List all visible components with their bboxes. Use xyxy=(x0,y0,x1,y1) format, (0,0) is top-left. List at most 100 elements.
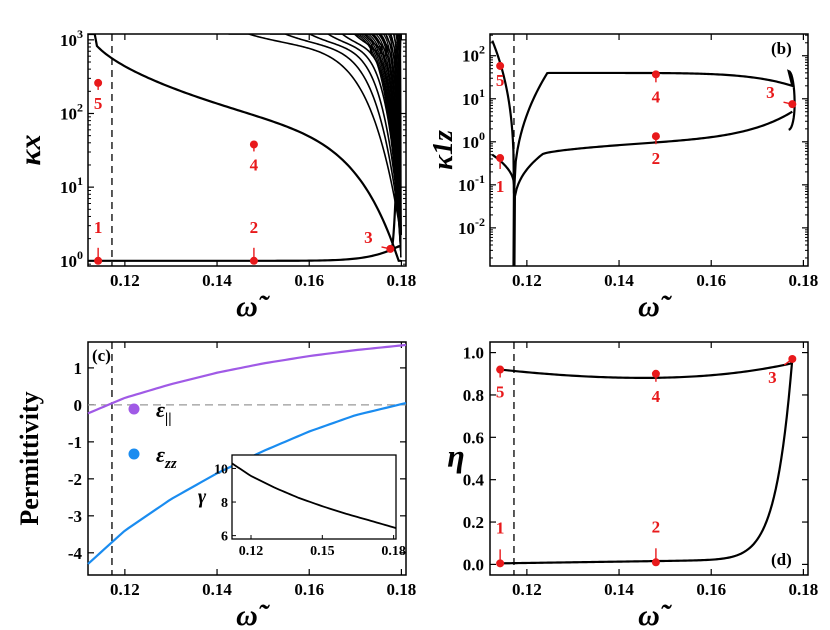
marker-point-1 xyxy=(94,256,103,265)
y-tick-label: 0.8 xyxy=(463,386,484,405)
inset-line xyxy=(231,462,397,529)
x-tick-label: 0.12 xyxy=(512,271,542,290)
x-tick-label: 0.12 xyxy=(110,271,140,290)
y-tick-label-exp: 1 xyxy=(479,86,485,100)
dense-mode-curve xyxy=(382,34,402,258)
y-tick-label: -1 xyxy=(68,433,82,452)
inset-y-tick-label: 6 xyxy=(221,530,228,545)
y-tick-label: 0.6 xyxy=(463,428,484,447)
x-tick-label: 0.12 xyxy=(512,580,542,599)
y-tick-label-base: 10 xyxy=(60,104,77,123)
mode-curve-4 xyxy=(297,34,402,236)
marker-point-1 xyxy=(496,559,505,568)
x-tick-label: 0.14 xyxy=(604,580,634,599)
marker-point-3 xyxy=(386,244,395,253)
legend-label-1: εzz xyxy=(156,442,177,472)
marker-label-1: 1 xyxy=(496,177,505,196)
marker-point-3 xyxy=(788,354,797,363)
lower-curve xyxy=(500,358,794,565)
inset: 0.12 0.15 0.18 6 8 10 γ xyxy=(198,454,406,559)
y-tick-label: 0 xyxy=(74,396,83,415)
x-tick-label: 0.18 xyxy=(789,271,819,290)
dense-mode-curve xyxy=(345,34,402,258)
y-tick-label-exp: 3 xyxy=(77,27,83,41)
x-tick-label: 0.16 xyxy=(696,580,726,599)
marker-label-5: 5 xyxy=(496,383,505,402)
panel-label: (b) xyxy=(771,39,792,58)
x-tick-label: 0.14 xyxy=(604,271,634,290)
inset-y-tick-label: 8 xyxy=(221,496,228,511)
dense-mode-curve xyxy=(393,34,402,258)
dense-mode-curve xyxy=(356,34,402,258)
legend-label-main: ε xyxy=(156,397,165,422)
x-tick-label: 0.16 xyxy=(294,271,324,290)
inset-y-label: γ xyxy=(198,486,207,508)
y-tick-label-exp: 1 xyxy=(77,174,83,188)
x-tick-label: 0.14 xyxy=(202,271,232,290)
x-tick-label: 0.12 xyxy=(110,580,140,599)
marker-point-3 xyxy=(788,100,797,109)
dense-mode-curve xyxy=(364,34,402,258)
dense-mode-curve xyxy=(334,34,402,258)
series-line-0 xyxy=(87,343,407,415)
y-axis-label: κx xyxy=(14,135,47,166)
panel-label: (d) xyxy=(771,550,792,569)
mode-curve-0 xyxy=(88,34,402,262)
inset-frame xyxy=(231,454,397,540)
mode-curve-2 xyxy=(228,34,402,236)
curves-a xyxy=(88,34,402,262)
y-tick-label: 103 xyxy=(60,27,83,50)
y-tick-label: 100 xyxy=(462,129,485,152)
dense-mode-curve xyxy=(367,34,402,258)
y-tick-label: -4 xyxy=(68,544,83,563)
y-axis-label: κ1z xyxy=(428,130,459,170)
x-axis-label: ω̃ xyxy=(236,290,271,323)
plot-frame xyxy=(87,341,407,576)
legend-label-main: ε xyxy=(156,442,165,467)
y-tick-label-exp: 0 xyxy=(479,129,485,143)
dense-mode-curve xyxy=(353,34,402,258)
dense-mode-curve xyxy=(349,34,402,258)
x-tick-label: 0.18 xyxy=(387,580,417,599)
marker-point-4 xyxy=(651,369,660,378)
marker-point-4 xyxy=(651,70,660,79)
x-axis-label: ω̃ xyxy=(638,290,673,323)
panel-c: 0.12 0.14 0.16 0.18-4-3-2-101(c)ω̃ε||εzzPer… xyxy=(15,341,417,630)
inset-y-tick-label: 10 xyxy=(214,462,228,477)
dense-mode-curve xyxy=(386,34,402,258)
y-tick-label-base: 10 xyxy=(60,178,77,197)
upper-branch xyxy=(491,40,796,194)
x-tick-label: 0.18 xyxy=(789,580,819,599)
inset-x-tick-label: 0.12 xyxy=(239,544,264,559)
x-tick-label: 0.16 xyxy=(696,271,726,290)
marker-label-5: 5 xyxy=(94,94,103,113)
dense-mode-curve xyxy=(341,34,402,258)
y-tick-label-base: 10 xyxy=(462,90,479,109)
marker-label-3: 3 xyxy=(766,83,775,102)
dense-mode-curve xyxy=(378,34,402,258)
marker-point-5 xyxy=(496,61,505,70)
panel-label: (c) xyxy=(92,346,111,365)
legend-label-0: ε|| xyxy=(156,397,172,427)
dense-mode-curve xyxy=(375,34,402,258)
dense-mode-curve xyxy=(371,34,402,258)
upper-curve xyxy=(500,362,793,379)
y-tick-label: 10-1 xyxy=(458,172,485,195)
mode-curve-3 xyxy=(270,34,402,236)
y-tick-label: 102 xyxy=(462,43,485,66)
lower-branch xyxy=(491,110,793,266)
y-tick-label: 0.0 xyxy=(463,555,484,574)
x-axis-label: ω̃ xyxy=(236,599,271,630)
marker-point-5 xyxy=(94,78,103,87)
y-tick-label: 100 xyxy=(60,248,83,271)
marker-label-4: 4 xyxy=(652,387,661,406)
legend-marker-0 xyxy=(128,403,140,415)
marker-label-5: 5 xyxy=(496,71,505,90)
marker-label-3: 3 xyxy=(364,228,373,247)
x-axis-label: ω̃ xyxy=(638,599,673,630)
y-tick-label-base: 10 xyxy=(462,133,479,152)
marker-label-1: 1 xyxy=(94,218,103,237)
dense-mode-curve xyxy=(397,34,402,258)
marker-point-1 xyxy=(496,154,505,163)
